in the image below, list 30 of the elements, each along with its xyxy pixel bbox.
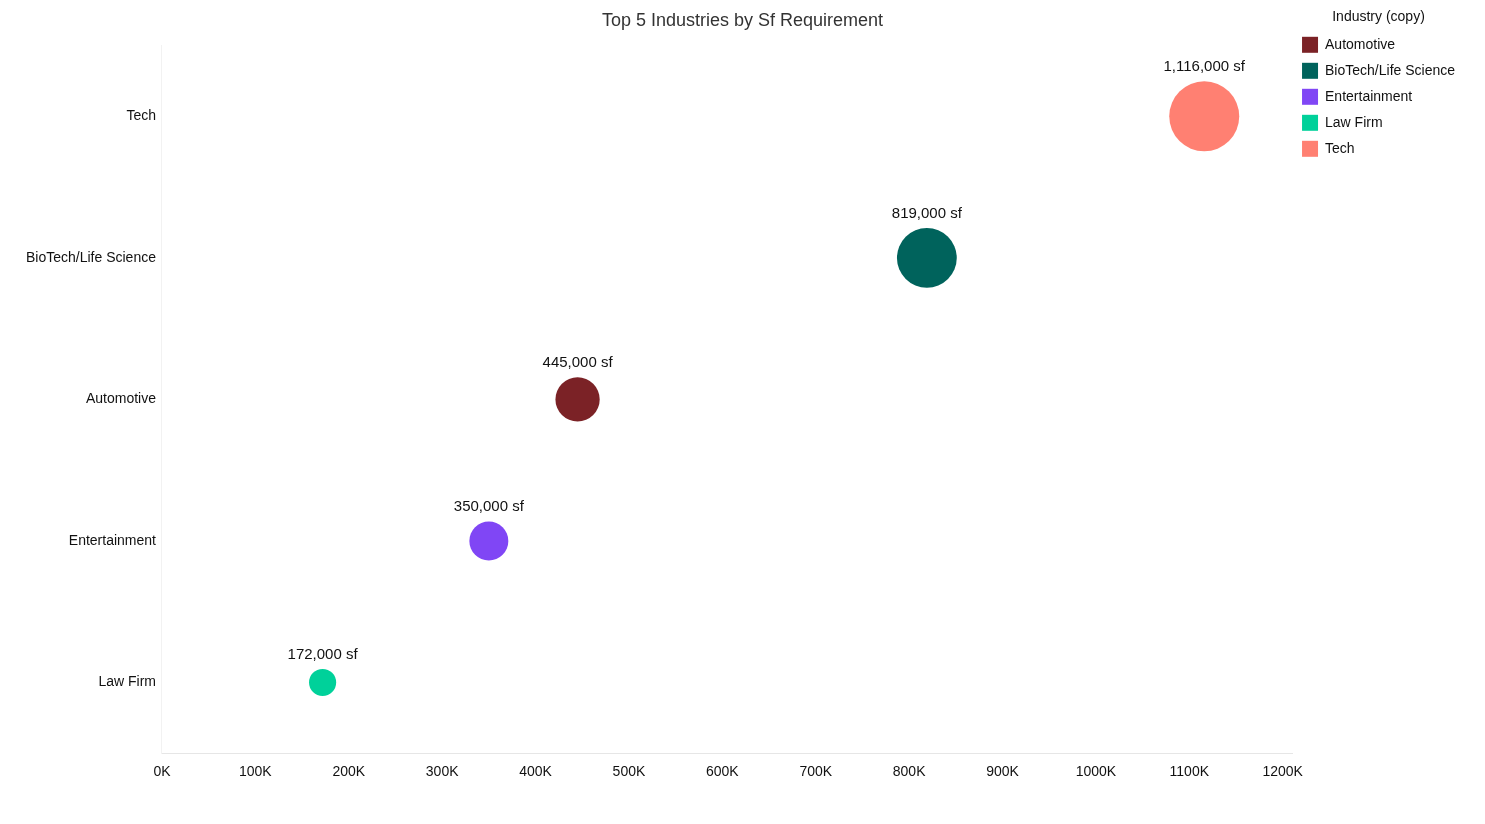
x-tick-label: 800K	[892, 763, 927, 780]
x-tick-label: 500K	[612, 763, 646, 780]
x-tick-label: 400K	[519, 763, 553, 780]
data-label: 819,000 sf	[891, 203, 963, 221]
x-tick-label: 600K	[705, 763, 740, 780]
x-tick-label: 1100K	[1169, 763, 1210, 780]
x-tick-label: 300K	[425, 763, 460, 780]
y-tick-label: Tech	[126, 107, 156, 124]
x-tick-label: 100K	[239, 763, 273, 780]
data-label: 172,000 sf	[287, 644, 359, 662]
data-label: 445,000 sf	[542, 352, 614, 370]
x-tick-label: 1200K	[1262, 763, 1304, 780]
data-label: 350,000 sf	[453, 497, 525, 515]
x-tick-label: 200K	[332, 763, 366, 780]
x-tick-label: 700K	[799, 763, 833, 780]
y-tick-label: Law Firm	[98, 673, 156, 690]
y-tick-label: BioTech/Life Science	[26, 248, 157, 265]
legend-label: Law Firm	[1325, 113, 1383, 130]
y-tick-label: Automotive	[85, 390, 157, 407]
legend-label: Automotive	[1325, 35, 1396, 52]
chart-title: Top 5 Industries by Sf Requirement	[601, 9, 884, 30]
x-tick-label: 0K	[153, 763, 172, 780]
y-tick-label: Entertainment	[68, 531, 157, 548]
data-label: 1,116,000 sf	[1163, 57, 1246, 74]
legend-label: Tech	[1325, 139, 1355, 156]
x-tick-label: 1000K	[1075, 763, 1117, 780]
legend-title: Industry (copy)	[1332, 7, 1425, 24]
legend-label: BioTech/Life Science	[1325, 61, 1456, 78]
legend-label: Entertainment	[1325, 87, 1413, 104]
x-tick-label: 900K	[986, 763, 1020, 780]
